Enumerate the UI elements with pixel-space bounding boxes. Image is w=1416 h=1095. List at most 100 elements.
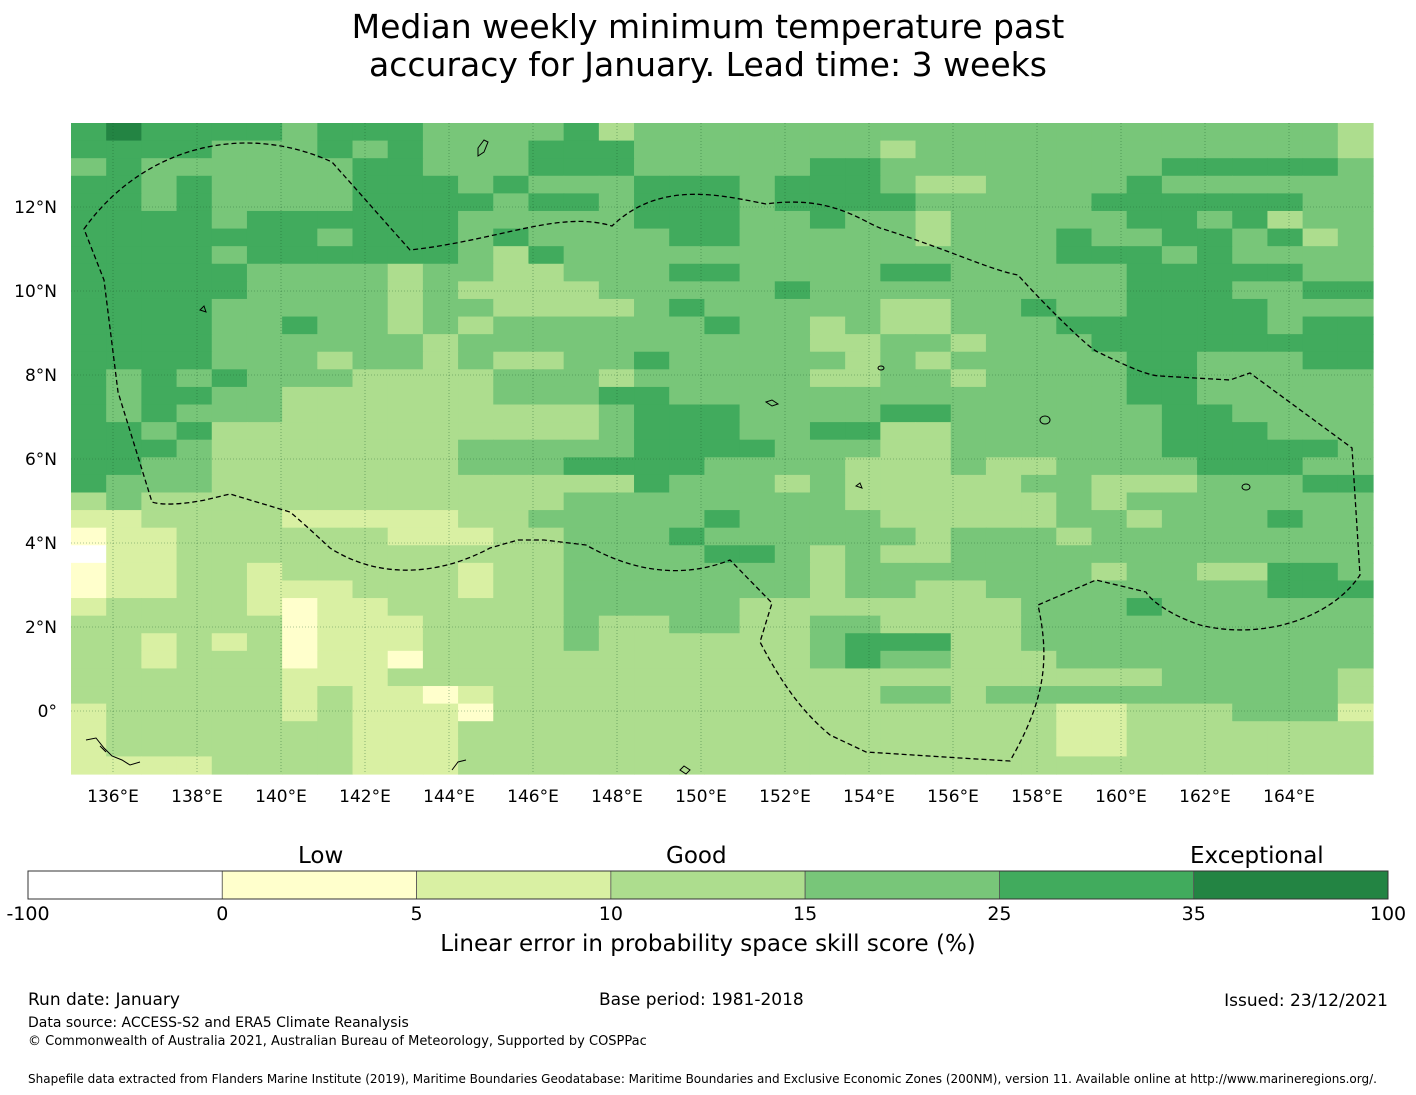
skill-cell [1232,316,1269,335]
skill-cell [211,422,248,441]
colorbar-outline [27,870,1389,900]
skill-cell [211,228,248,247]
skill-cell [493,457,530,476]
skill-cell [1337,738,1374,757]
skill-cell [246,598,283,617]
skill-cell [634,140,670,159]
skill-cell [950,422,987,441]
skill-cell [704,246,741,265]
skill-cell [106,615,142,634]
skill-cell [176,598,213,617]
skill-cell [985,281,1022,300]
skill-cell [493,650,530,670]
skill-cell [1337,527,1374,546]
skill-cell [1091,439,1128,458]
skill-cell [352,580,389,599]
skill-cell [1302,369,1339,388]
skill-cell [317,404,354,423]
skill-cell [71,228,107,247]
skill-cell [1267,721,1304,740]
skill-cell [774,721,811,740]
skill-cell [422,721,459,740]
skill-cell [669,334,706,353]
skill-cell [422,193,459,212]
skill-cell [880,650,917,670]
skill-cell [352,703,389,722]
skill-cell [493,668,530,687]
skill-cell [1232,527,1269,546]
skill-cell [1021,140,1057,159]
skill-cell [880,721,917,740]
skill-cell [598,703,635,722]
skill-cell [1161,123,1198,142]
skill-cell [1197,527,1233,546]
colorbar-tick-label: 35 [1181,903,1206,925]
skill-cell [422,175,459,194]
skill-cell [634,334,670,353]
skill-cell [1302,175,1339,194]
skill-cell [1232,351,1269,370]
skill-cell [1197,756,1233,775]
skill-cell [317,580,354,599]
skill-cell [1126,246,1163,265]
skill-cell [1126,721,1163,740]
skill-cell [106,422,142,441]
skill-cell [563,175,600,194]
skill-cell [1161,175,1198,194]
eez-boundary [83,142,1361,762]
skill-cell [528,527,565,546]
skill-cell [1091,386,1128,406]
skill-cell [704,457,741,476]
skill-cell [845,246,881,265]
skill-cell [950,386,987,406]
skill-cell [317,386,354,406]
skill-cell [1302,545,1339,564]
skill-cell [211,369,248,388]
skill-cell [1197,351,1233,370]
skill-cell [915,633,952,652]
island [1241,483,1251,491]
skill-cell [598,140,635,159]
skill-cell [141,633,178,652]
skill-cell [845,298,881,318]
skill-cell [106,527,142,546]
skill-cell [1091,334,1128,353]
skill-cell [528,615,565,634]
skill-cell [563,369,600,388]
skill-cell [634,439,670,458]
skill-cell [282,562,318,582]
skill-cell [352,158,389,177]
skill-cell [1337,140,1374,159]
skill-cell [106,756,142,775]
skill-cell [1161,140,1198,159]
skill-cell [176,351,213,370]
skill-cell [669,738,706,757]
skill-cell [985,123,1022,142]
skill-cell [1021,193,1057,212]
skill-cell [282,263,318,282]
skill-cell [246,210,283,230]
skill-cell [985,369,1022,388]
skill-cell [634,210,670,230]
skill-cell [915,281,952,300]
skill-cell [493,334,530,353]
skill-cell [176,633,213,652]
skill-cell [1056,210,1093,230]
skill-cell [774,615,811,634]
skill-cell [1337,404,1374,423]
skill-cell [317,598,354,617]
skill-cell [634,738,670,757]
skill-cell [141,686,178,705]
skill-cell [1337,439,1374,458]
skill-cell [387,386,424,406]
skill-cell [246,738,283,757]
skill-cell [774,439,811,458]
skill-cell [1126,404,1163,423]
skill-cell [985,140,1022,159]
skill-cell [563,281,600,300]
skill-cell [1161,404,1198,423]
skill-cell [422,668,459,687]
skill-cell [528,721,565,740]
skill-cell [387,439,424,458]
skill-cell [1267,756,1304,775]
